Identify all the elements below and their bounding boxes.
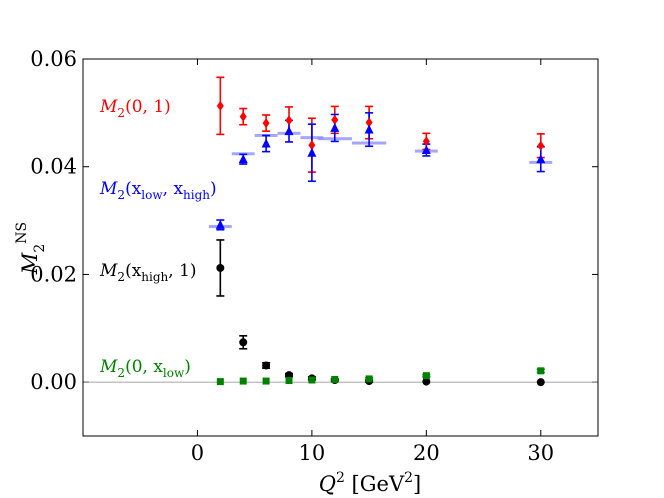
markers-layer bbox=[215, 100, 546, 387]
point-square bbox=[262, 377, 270, 385]
ticks-layer bbox=[83, 58, 598, 436]
point-triangle bbox=[364, 124, 374, 134]
point-triangle bbox=[307, 147, 317, 157]
point-square bbox=[422, 372, 430, 380]
point-diamond bbox=[331, 114, 339, 125]
bands-layer bbox=[208, 131, 553, 228]
y-tick-label: 0.06 bbox=[30, 47, 77, 71]
y-tick-label: 0.02 bbox=[30, 262, 77, 286]
point-diamond bbox=[308, 140, 316, 151]
point-diamond bbox=[239, 111, 247, 122]
point-square bbox=[216, 378, 224, 386]
point-square bbox=[331, 375, 339, 383]
series-annotations: M2(0, 1) M2(xlow, xhigh) M2(xhigh, 1) M2(0,… bbox=[99, 97, 217, 380]
point-diamond bbox=[422, 136, 430, 147]
x-tick-label: 30 bbox=[527, 441, 554, 465]
point-triangle bbox=[330, 122, 340, 132]
y-axis-label: M2NS bbox=[14, 222, 48, 275]
y-tick-label: 0.00 bbox=[30, 370, 77, 394]
series-label: M2(xhigh, 1) bbox=[99, 261, 197, 284]
y-tick-label: 0.04 bbox=[30, 155, 77, 179]
x-tick-label: 20 bbox=[413, 441, 440, 465]
point-triangle bbox=[215, 219, 225, 229]
point-triangle bbox=[238, 154, 248, 164]
series-label: M2(xlow, xhigh) bbox=[99, 179, 217, 202]
point-circle bbox=[422, 377, 431, 386]
point-diamond bbox=[537, 140, 545, 151]
point-circle bbox=[216, 263, 225, 272]
x-axis-label: Q2 [GeV2] bbox=[319, 470, 422, 496]
point-triangle bbox=[261, 138, 271, 148]
point-square bbox=[365, 375, 373, 383]
point-square bbox=[285, 377, 293, 385]
point-diamond bbox=[216, 100, 224, 111]
x-tick-label: 10 bbox=[299, 441, 326, 465]
point-square bbox=[308, 376, 316, 384]
tick-labels-layer: 0 10 20 30 0.00 0.02 0.04 0.06 bbox=[30, 47, 554, 465]
point-diamond bbox=[285, 115, 293, 126]
point-circle bbox=[262, 361, 271, 370]
plot-frame bbox=[82, 58, 599, 437]
point-square bbox=[537, 367, 545, 375]
point-triangle bbox=[421, 145, 431, 155]
point-diamond bbox=[262, 118, 270, 129]
x-tick-label: 0 bbox=[191, 441, 204, 465]
point-circle bbox=[239, 338, 248, 347]
point-diamond bbox=[365, 117, 373, 128]
point-square bbox=[239, 377, 247, 385]
series-label: M2(0, xlow) bbox=[99, 357, 191, 380]
point-triangle bbox=[284, 126, 294, 136]
point-triangle bbox=[536, 154, 546, 164]
series-label: M2(0, 1) bbox=[99, 97, 171, 120]
point-circle bbox=[536, 378, 545, 387]
